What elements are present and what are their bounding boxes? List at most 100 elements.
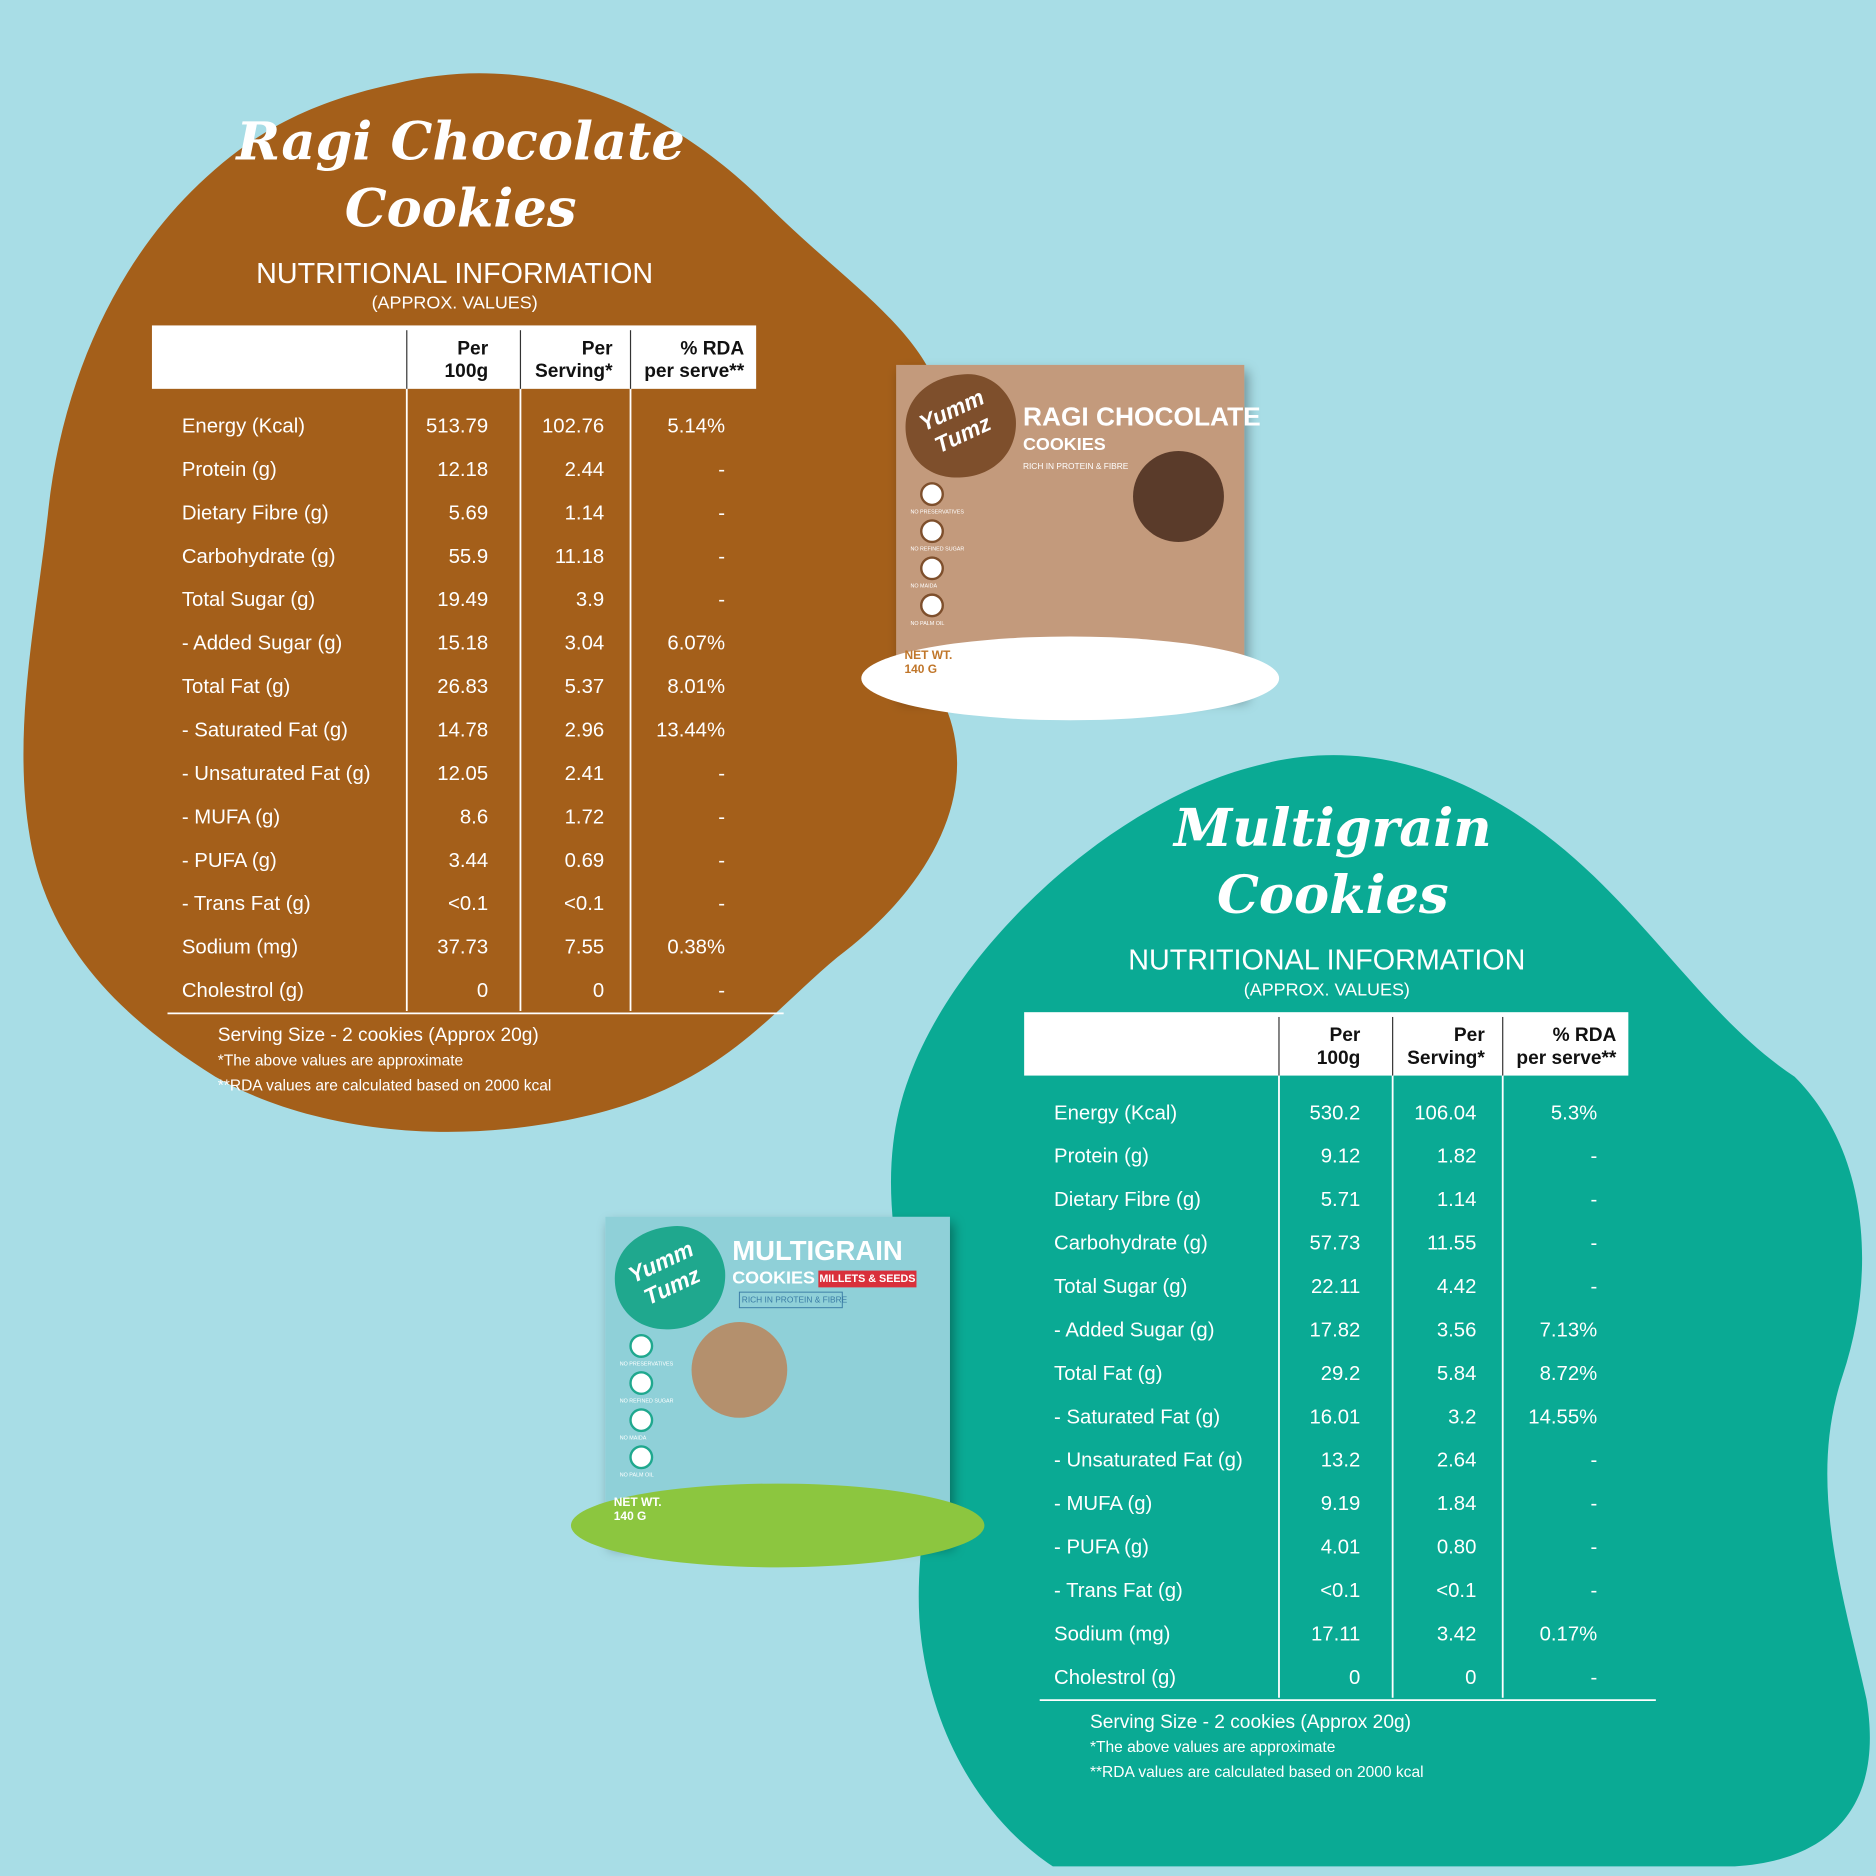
column-header: 100g: [1317, 1048, 1361, 1069]
row-label: Total Sugar (g): [1054, 1276, 1187, 1298]
cell-value: 4.01: [1321, 1537, 1361, 1559]
column-header: % RDA: [680, 338, 744, 359]
cell-value: -: [718, 980, 725, 1002]
badge-bg: [818, 1270, 917, 1288]
footnote: **RDA values are calculated based on 200…: [218, 1077, 552, 1094]
row-label: Sodium (mg): [1054, 1623, 1170, 1645]
cell-value: 3.44: [449, 850, 489, 872]
claim-icon: [629, 1445, 654, 1470]
cell-value: 1.82: [1437, 1146, 1477, 1168]
cell-value: 1.14: [565, 502, 605, 524]
cell-value: 4.42: [1437, 1276, 1477, 1298]
cell-value: 0: [1349, 1667, 1360, 1689]
panel-title: Multigrain: [1172, 798, 1492, 859]
cell-value: 11.18: [555, 546, 604, 568]
net-weight: 140 G: [614, 1509, 647, 1523]
cell-value: 17.82: [1309, 1319, 1360, 1341]
serving-size: Serving Size - 2 cookies (Approx 20g): [1090, 1712, 1411, 1733]
cell-value: 2.96: [565, 720, 605, 742]
cell-value: 15.18: [437, 633, 488, 655]
cell-value: 2.64: [1437, 1450, 1477, 1472]
serving-size: Serving Size - 2 cookies (Approx 20g): [218, 1025, 539, 1046]
cell-value: 5.69: [449, 502, 489, 524]
cell-value: 11.55: [1427, 1233, 1476, 1255]
cell-value: 14.55%: [1528, 1406, 1597, 1428]
row-label: Protein (g): [1054, 1146, 1149, 1168]
subheading: (APPROX. VALUES): [372, 293, 538, 313]
claim-icon: [920, 482, 944, 507]
heading: NUTRITIONAL INFORMATION: [256, 258, 653, 290]
cell-value: -: [1590, 1233, 1597, 1255]
row-label: Dietary Fibre (g): [1054, 1189, 1201, 1211]
row-label: - Unsaturated Fat (g): [1054, 1450, 1243, 1472]
row-label: Dietary Fibre (g): [182, 502, 329, 524]
cell-value: -: [718, 589, 725, 611]
cell-value: 3.42: [1437, 1623, 1477, 1645]
row-label: - MUFA (g): [182, 806, 280, 828]
column-header: per serve**: [1516, 1048, 1617, 1069]
cell-value: 0.38%: [667, 937, 725, 959]
cell-value: 0: [593, 980, 604, 1002]
row-label: Protein (g): [182, 459, 277, 481]
tagline: RICH IN PROTEIN & FIBRE: [1023, 461, 1129, 471]
claim: NO MAIDA: [910, 584, 937, 590]
row-label: Sodium (mg): [182, 937, 298, 959]
net-weight: 140 G: [905, 662, 938, 676]
cell-value: 530.2: [1309, 1102, 1360, 1124]
row-label: - Saturated Fat (g): [182, 720, 348, 742]
cell-value: -: [718, 459, 725, 481]
subheading: (APPROX. VALUES): [1244, 979, 1410, 999]
heading: NUTRITIONAL INFORMATION: [1128, 945, 1525, 977]
cell-value: 106.04: [1414, 1102, 1476, 1124]
cell-value: -: [718, 893, 725, 915]
cell-value: 19.49: [437, 589, 488, 611]
cookie: [1133, 451, 1224, 542]
product-subname: COOKIES: [732, 1268, 815, 1288]
row-label: Carbohydrate (g): [182, 546, 336, 568]
net-weight: NET WT.: [905, 648, 953, 662]
cell-value: 3.56: [1437, 1319, 1477, 1341]
tagline: RICH IN PROTEIN & FIBRE: [742, 1295, 848, 1305]
cell-value: 16.01: [1309, 1406, 1360, 1428]
cell-value: -: [1590, 1580, 1597, 1602]
claim-icon: [920, 556, 944, 581]
cell-value: 5.71: [1321, 1189, 1361, 1211]
panel-title: Cookies: [1217, 865, 1449, 926]
footnote: *The above values are approximate: [1090, 1739, 1335, 1756]
claim: NO PALM OIL: [620, 1473, 654, 1479]
tagline-box: [738, 1291, 843, 1309]
ground: [570, 1483, 985, 1568]
cell-value: 3.9: [576, 589, 604, 611]
cell-value: -: [718, 502, 725, 524]
cell-value: 13.44%: [656, 720, 725, 742]
column-header: Per: [1454, 1025, 1485, 1046]
cell-value: <0.1: [564, 893, 604, 915]
cell-value: <0.1: [1320, 1580, 1360, 1602]
product-subname: COOKIES: [1023, 434, 1106, 454]
cell-value: 55.9: [449, 546, 489, 568]
column-header: Per: [582, 338, 613, 359]
cell-value: 9.19: [1321, 1493, 1361, 1515]
cell-value: 5.84: [1437, 1363, 1477, 1385]
column-header: 100g: [445, 361, 489, 382]
ground: [861, 636, 1280, 721]
cell-value: 12.18: [437, 459, 488, 481]
cell-value: 2.41: [565, 763, 605, 785]
row-label: Carbohydrate (g): [1054, 1233, 1208, 1255]
badge: MILLETS & SEEDS: [819, 1273, 915, 1285]
cell-value: 3.04: [565, 633, 605, 655]
row-label: Cholestrol (g): [1054, 1667, 1176, 1689]
cell-value: 6.07%: [667, 633, 725, 655]
claim: NO PRESERVATIVES: [620, 1361, 674, 1367]
cell-value: 0.69: [565, 850, 605, 872]
cell-value: -: [1590, 1667, 1597, 1689]
cell-value: 17.11: [1311, 1623, 1360, 1645]
claim: NO MAIDA: [620, 1436, 647, 1442]
row-label: - PUFA (g): [182, 850, 277, 872]
table-header-bg: [1024, 1012, 1629, 1076]
cell-value: 12.05: [437, 763, 488, 785]
logo-blob: [614, 1225, 726, 1330]
cell-value: 29.2: [1321, 1363, 1361, 1385]
